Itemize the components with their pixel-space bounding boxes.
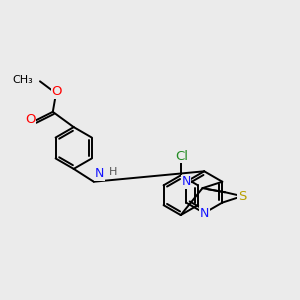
Text: N: N [200,207,209,220]
Text: O: O [25,113,36,126]
Text: S: S [238,190,246,203]
Text: O: O [52,85,62,98]
Text: CH₃: CH₃ [13,75,34,85]
Text: H: H [109,167,117,177]
Text: Cl: Cl [175,150,188,163]
Text: N: N [182,175,191,188]
Text: N: N [95,167,104,180]
